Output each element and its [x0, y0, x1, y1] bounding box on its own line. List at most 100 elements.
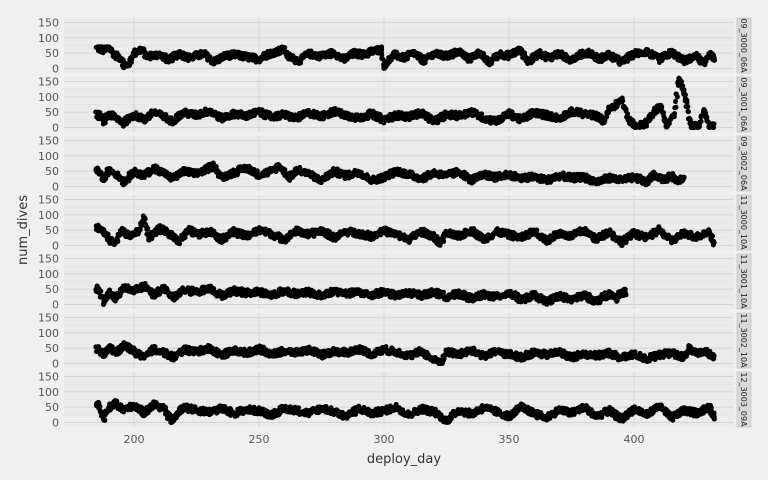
data-point [306, 171, 312, 177]
data-point [381, 174, 387, 181]
data-point [168, 118, 175, 125]
data-point [141, 117, 147, 123]
data-point [406, 171, 412, 177]
data-point [536, 50, 542, 56]
data-point [643, 120, 650, 126]
data-point [685, 109, 691, 115]
data-point [318, 53, 325, 59]
data-point [696, 124, 702, 130]
data-point [443, 53, 450, 59]
data-point [371, 48, 377, 54]
data-point [443, 111, 450, 118]
data-point [486, 60, 492, 66]
data-point [113, 115, 120, 122]
data-point [368, 177, 375, 184]
data-point [101, 48, 107, 54]
data-point [711, 121, 717, 127]
data-point [143, 53, 150, 59]
data-point [318, 177, 325, 184]
data-point [711, 55, 717, 61]
data-point [211, 162, 217, 169]
data-point [418, 176, 425, 182]
data-point [701, 61, 707, 67]
data-point [693, 53, 700, 59]
y-tick-label: 100 [38, 150, 59, 163]
data-point [456, 169, 462, 175]
data-point [393, 168, 400, 174]
data-point [618, 96, 625, 102]
data-point [131, 169, 137, 175]
data-point [391, 52, 397, 58]
data-point [387, 111, 393, 117]
data-point [378, 46, 385, 53]
data-point [256, 56, 262, 63]
y-tick-label: 0 [52, 122, 59, 135]
data-point [151, 165, 157, 171]
y-tick-label: 0 [52, 240, 59, 253]
y-tick-label: 100 [38, 32, 59, 45]
data-point [643, 48, 650, 55]
data-point [263, 52, 270, 58]
data-point [181, 168, 187, 174]
data-point [268, 168, 275, 174]
facet-strip-label: 09_3001_06A [739, 77, 748, 132]
data-point [593, 179, 600, 185]
data-point [186, 55, 192, 61]
facet-strip-label: 09_3002_06A [739, 136, 748, 191]
data-point [281, 111, 287, 118]
facet-strip [736, 17, 752, 74]
data-point [673, 99, 679, 105]
data-point [626, 117, 632, 123]
data-point [113, 171, 120, 177]
data-point [556, 51, 562, 57]
data-point [643, 179, 650, 185]
data-point [281, 46, 287, 53]
data-point [556, 115, 562, 122]
data-point [581, 111, 587, 117]
data-point [618, 59, 625, 66]
data-point [379, 52, 385, 58]
data-point [568, 175, 575, 181]
data-point [256, 172, 262, 178]
data-point [706, 124, 712, 130]
data-point [381, 63, 387, 69]
data-point [243, 54, 250, 60]
data-point [618, 177, 625, 184]
y-tick-label: 150 [38, 75, 59, 88]
data-point [601, 118, 607, 125]
data-point [593, 113, 600, 119]
data-point [381, 117, 387, 123]
data-point [231, 111, 237, 117]
y-tick-label: 150 [38, 193, 59, 206]
data-point [393, 112, 400, 118]
point-series [93, 44, 718, 71]
data-point [126, 61, 132, 67]
data-point [668, 173, 675, 179]
data-point [421, 58, 427, 64]
y-tick-label: 150 [38, 16, 59, 29]
data-point [631, 51, 637, 57]
data-point [516, 47, 522, 53]
y-tick-label: 50 [45, 224, 59, 237]
data-point [156, 52, 162, 58]
data-point [431, 51, 437, 57]
data-point [211, 59, 217, 65]
data-point [656, 56, 662, 63]
data-point [606, 175, 612, 181]
data-point [161, 114, 167, 120]
data-point [218, 115, 225, 122]
data-point [606, 107, 612, 113]
data-point [166, 57, 172, 63]
data-point [351, 50, 357, 56]
data-point [243, 113, 250, 119]
data-point [256, 109, 262, 115]
data-point [661, 177, 667, 183]
data-point [606, 52, 612, 58]
data-point [668, 49, 675, 56]
data-point [506, 171, 512, 177]
data-point [681, 174, 687, 181]
